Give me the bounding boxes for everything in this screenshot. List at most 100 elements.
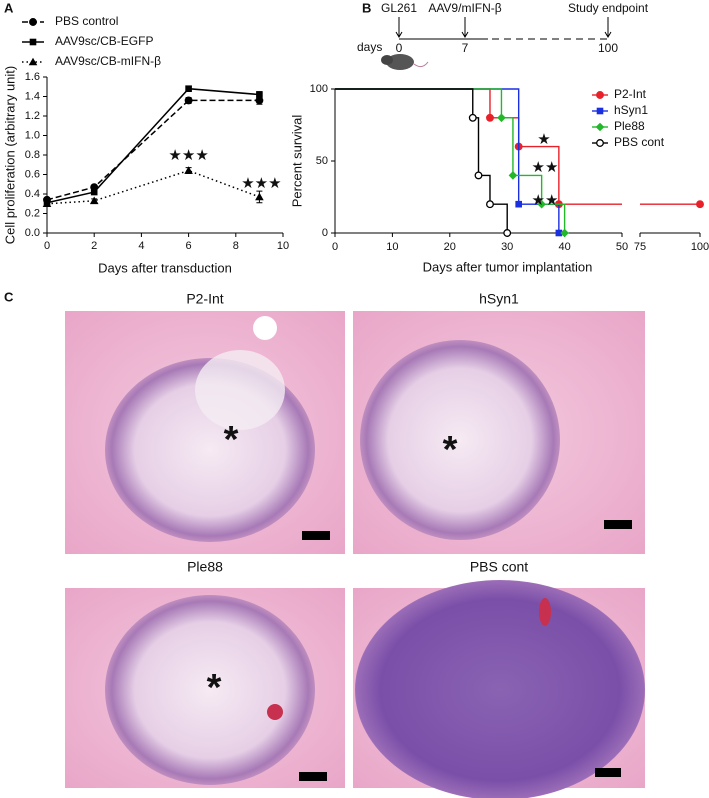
panel-title: P2-Int	[186, 291, 223, 307]
marker	[696, 200, 704, 209]
series-line	[46, 99, 260, 201]
marker	[474, 171, 483, 180]
marker	[89, 196, 99, 205]
legend-label: AAV9sc/CB-EGFP	[55, 34, 153, 48]
panel-label: B	[362, 0, 371, 15]
legend-label: PBS cont	[614, 135, 665, 149]
y-tick-label: 0.6	[25, 168, 40, 180]
marker	[90, 188, 98, 196]
marker	[29, 38, 37, 46]
panel-title: hSyn1	[479, 291, 519, 307]
marker	[596, 139, 604, 147]
x-tick-label: 50	[616, 241, 628, 253]
panel-title: Ple88	[187, 559, 223, 575]
timeline-event: GL261	[381, 1, 417, 15]
x-tick-label: 6	[186, 240, 192, 252]
survival-curve	[335, 88, 508, 233]
panel-title: PBS cont	[470, 559, 528, 575]
survival-curve	[335, 88, 566, 233]
timeline-arrow	[604, 17, 612, 38]
marker	[468, 113, 477, 122]
timeline-unit: days	[357, 40, 382, 54]
marker	[537, 199, 546, 209]
marker	[29, 18, 37, 26]
significance-stars: ★★	[532, 192, 559, 209]
tumor-marker: *	[443, 429, 458, 471]
y-tick-label: 1.6	[25, 71, 40, 83]
y-tick-label: 0.0	[25, 227, 40, 239]
timeline-day: 7	[462, 41, 469, 55]
marker	[596, 91, 604, 99]
significance-stars: ★★	[532, 159, 559, 176]
tumor-marker: *	[207, 667, 222, 709]
panel-label: A	[4, 0, 14, 15]
histology-top-right	[353, 311, 645, 554]
y-tick-label: 1.0	[25, 129, 40, 141]
y-tick-label: 0.4	[25, 188, 40, 200]
x-tick-label: 20	[444, 241, 456, 253]
marker	[497, 113, 506, 123]
marker	[560, 228, 569, 238]
marker	[515, 200, 522, 208]
y-tick-label: 1.4	[25, 90, 40, 102]
y-tick-label: 0.8	[25, 149, 40, 161]
legend-label: Ple88	[614, 119, 645, 133]
y-tick-label: 100	[310, 83, 328, 95]
survival-curve	[335, 88, 560, 233]
marker	[255, 192, 264, 201]
x-axis-label: Days after transduction	[98, 260, 232, 275]
histology-bottom-right	[353, 580, 645, 798]
y-tick-label: 1.2	[25, 110, 40, 122]
y-axis-label: Percent survival	[289, 115, 304, 208]
tumor-marker: *	[224, 419, 239, 461]
x-tick-label: 0	[332, 241, 338, 253]
timeline-arrow	[461, 17, 469, 38]
x-tick-label: 4	[138, 240, 144, 252]
x-tick-label: 0	[44, 240, 50, 252]
significance-stars: ★★★	[241, 175, 281, 192]
marker	[184, 166, 193, 174]
histology-bottom-left	[65, 588, 345, 788]
marker	[555, 229, 563, 237]
series-line	[46, 169, 260, 205]
timeline-event: AAV9/mIFN-β	[428, 1, 501, 15]
marker	[508, 171, 518, 180]
x-axis-label: Days after tumor implantation	[423, 259, 593, 274]
marker	[486, 200, 494, 209]
x-tick-label: 10	[386, 241, 398, 253]
histology-top-left	[65, 311, 345, 554]
x-tick-label: 40	[558, 241, 570, 253]
timeline-arrow	[395, 17, 403, 38]
mouse-icon	[381, 54, 429, 70]
x-tick-label: 2	[91, 240, 97, 252]
x-tick-label: 75	[634, 241, 646, 253]
legend-label: PBS control	[55, 14, 118, 28]
marker	[185, 85, 192, 92]
legend-label: hSyn1	[614, 103, 648, 117]
timeline-day: 0	[396, 41, 403, 55]
significance-stars: ★	[537, 131, 550, 148]
x-tick-label: 10	[277, 240, 289, 252]
timeline-event: Study endpoint	[568, 1, 649, 15]
marker	[184, 96, 193, 105]
marker	[255, 96, 264, 105]
y-axis-label: Cell proliferation (arbitrary unit)	[2, 66, 17, 244]
y-tick-label: 0	[322, 227, 328, 239]
y-tick-label: 50	[316, 155, 328, 167]
marker	[486, 113, 494, 122]
x-tick-label: 30	[501, 241, 513, 253]
legend-label: AAV9sc/CB-mIFN-β	[55, 54, 161, 68]
significance-stars: ★★★	[168, 147, 208, 164]
marker	[596, 107, 604, 115]
x-tick-label: 100	[691, 241, 709, 253]
timeline-day: 100	[598, 41, 618, 55]
panel-label: C	[4, 289, 14, 304]
x-tick-label: 8	[233, 240, 239, 252]
marker	[28, 57, 38, 66]
marker	[256, 91, 263, 98]
marker	[595, 122, 605, 132]
series-line	[46, 87, 260, 204]
y-tick-label: 0.2	[25, 207, 40, 219]
marker	[42, 199, 52, 208]
